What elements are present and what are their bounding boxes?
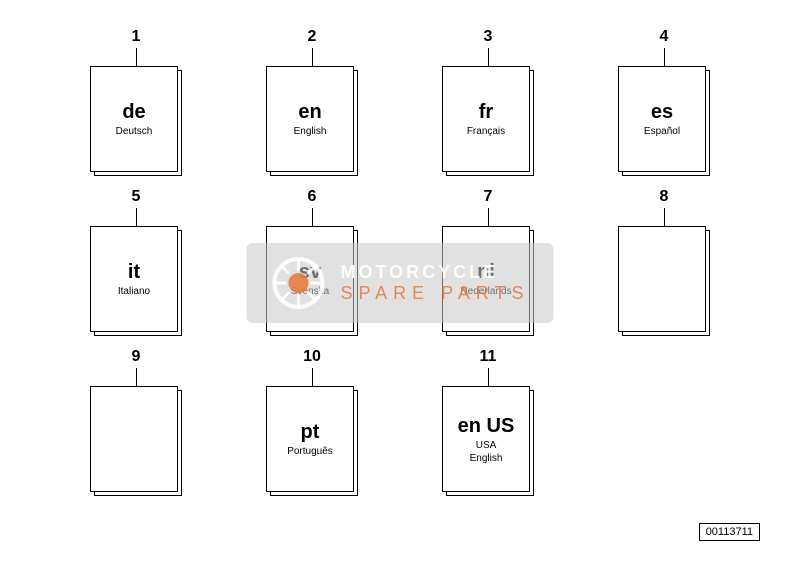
- book-index: 3: [484, 28, 493, 46]
- book-icon: sv Svenska: [266, 226, 358, 336]
- part-number: 00113711: [706, 526, 753, 538]
- book-index: 4: [660, 28, 669, 46]
- book-icon: fr Français: [442, 66, 534, 176]
- callout-line: [488, 48, 489, 66]
- language-code: fr: [479, 101, 493, 124]
- book-index: 10: [303, 348, 321, 366]
- book-icon: en English: [266, 66, 358, 176]
- language-books-grid: 1 de Deutsch 2 en English 3 fr Français 4 es Españo…: [48, 28, 752, 508]
- language-name: Português: [287, 446, 333, 457]
- language-code: it: [128, 261, 140, 284]
- language-code: de: [122, 101, 145, 124]
- book-icon: [618, 226, 710, 336]
- book-page-front: nl Nederlands: [442, 226, 530, 332]
- book-index: 6: [308, 188, 317, 206]
- language-name: Français: [467, 126, 505, 137]
- book-page-front: en English: [266, 66, 354, 172]
- book-index: 8: [660, 188, 669, 206]
- book-cell: 4 es Español: [576, 28, 752, 188]
- book-page-front: en US USA English: [442, 386, 530, 492]
- book-page-front: de Deutsch: [90, 66, 178, 172]
- book-cell: 2 en English: [224, 28, 400, 188]
- callout-line: [312, 208, 313, 226]
- book-cell: 6 sv Svenska: [224, 188, 400, 348]
- book-icon: de Deutsch: [90, 66, 182, 176]
- book-cell: [576, 348, 752, 508]
- callout-line: [488, 208, 489, 226]
- callout-line: [136, 48, 137, 66]
- callout-line: [488, 368, 489, 386]
- book-page-front: pt Português: [266, 386, 354, 492]
- book-index: 11: [480, 348, 497, 366]
- book-cell: 11 en US USA English: [400, 348, 576, 508]
- book-cell: 7 nl Nederlands: [400, 188, 576, 348]
- book-page-front: it Italiano: [90, 226, 178, 332]
- book-cell: 3 fr Français: [400, 28, 576, 188]
- language-name: USA: [476, 440, 497, 451]
- language-name: Svenska: [291, 286, 329, 297]
- book-cell: 10 pt Português: [224, 348, 400, 508]
- book-index: 5: [132, 188, 141, 206]
- part-number-box: 00113711: [699, 523, 760, 541]
- language-code: nl: [477, 261, 495, 284]
- book-page-front: es Español: [618, 66, 706, 172]
- language-code: pt: [301, 421, 320, 444]
- callout-line: [312, 48, 313, 66]
- book-icon: pt Português: [266, 386, 358, 496]
- book-cell: 1 de Deutsch: [48, 28, 224, 188]
- book-icon: en US USA English: [442, 386, 534, 496]
- language-name: Español: [644, 126, 680, 137]
- book-page-front: [90, 386, 178, 492]
- language-code: sv: [299, 261, 321, 284]
- book-cell: 5 it Italiano: [48, 188, 224, 348]
- book-page-front: sv Svenska: [266, 226, 354, 332]
- book-cell: 8: [576, 188, 752, 348]
- language-code: en: [298, 101, 321, 124]
- language-name: Nederlands: [460, 286, 511, 297]
- book-page-front: fr Français: [442, 66, 530, 172]
- book-icon: es Español: [618, 66, 710, 176]
- book-cell: 9: [48, 348, 224, 508]
- language-name: English: [294, 126, 327, 137]
- book-icon: it Italiano: [90, 226, 182, 336]
- language-name-2: English: [470, 453, 503, 464]
- callout-line: [136, 208, 137, 226]
- language-name: Italiano: [118, 286, 150, 297]
- callout-line: [136, 368, 137, 386]
- book-index: 1: [132, 28, 141, 46]
- book-icon: nl Nederlands: [442, 226, 534, 336]
- language-code: en US: [458, 415, 515, 438]
- callout-line: [664, 208, 665, 226]
- callout-line: [664, 48, 665, 66]
- book-index: 7: [484, 188, 493, 206]
- book-index: 2: [308, 28, 317, 46]
- language-code: es: [651, 101, 673, 124]
- book-icon: [90, 386, 182, 496]
- callout-line: [312, 368, 313, 386]
- language-name: Deutsch: [116, 126, 153, 137]
- book-page-front: [618, 226, 706, 332]
- book-index: 9: [132, 348, 141, 366]
